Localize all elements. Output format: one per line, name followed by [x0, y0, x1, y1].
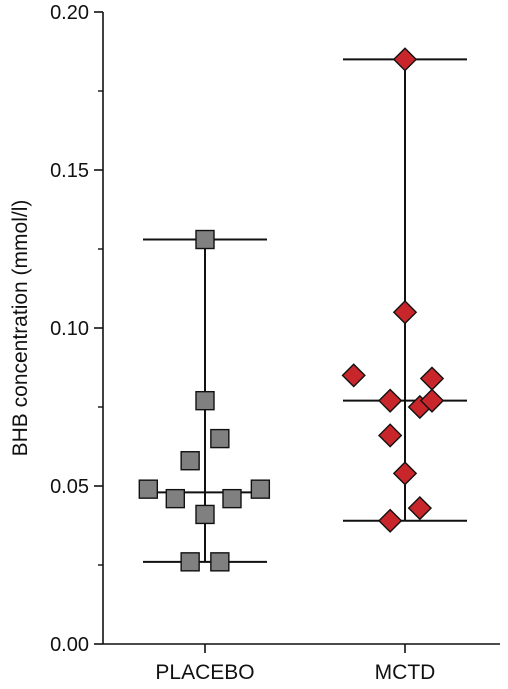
data-point-diamond — [419, 366, 445, 391]
data-point-square — [165, 488, 186, 509]
data-point-diamond — [407, 495, 432, 521]
data-point-square — [222, 488, 242, 509]
data-point-square — [180, 451, 200, 471]
data-point-diamond — [392, 461, 418, 486]
x-category-label: MCTD — [375, 661, 436, 684]
data-point-diamond — [341, 363, 366, 388]
data-point-diamond — [419, 388, 445, 413]
axes: 0.00 0.05 0.10 0.15 0.20 PLACEBO MCTD — [50, 2, 500, 684]
y-tick-label: 0.15 — [50, 160, 89, 182]
y-tick-label: 0.10 — [50, 318, 89, 340]
data-point-diamond — [392, 47, 418, 72]
data-point-square — [210, 428, 230, 449]
data-point-square — [138, 479, 159, 499]
x-category-label: PLACEBO — [155, 661, 254, 684]
data-point-diamond — [378, 508, 403, 533]
whiskers — [143, 58, 467, 563]
points — [138, 47, 445, 572]
data-point-diamond — [392, 300, 418, 325]
data-point-square — [195, 229, 215, 250]
data-point-square — [250, 479, 271, 499]
data-point-diamond — [378, 388, 403, 413]
y-tick-label: 0.00 — [50, 634, 89, 656]
data-point-square — [210, 552, 230, 572]
y-tick-label: 0.05 — [50, 476, 89, 498]
data-point-square — [180, 552, 200, 572]
y-axis-title: BHB concentration (mmol/l) — [9, 200, 32, 457]
y-tick-label: 0.20 — [50, 2, 89, 24]
data-point-square — [195, 504, 215, 525]
data-point-diamond — [378, 423, 403, 448]
data-point-square — [195, 390, 215, 411]
